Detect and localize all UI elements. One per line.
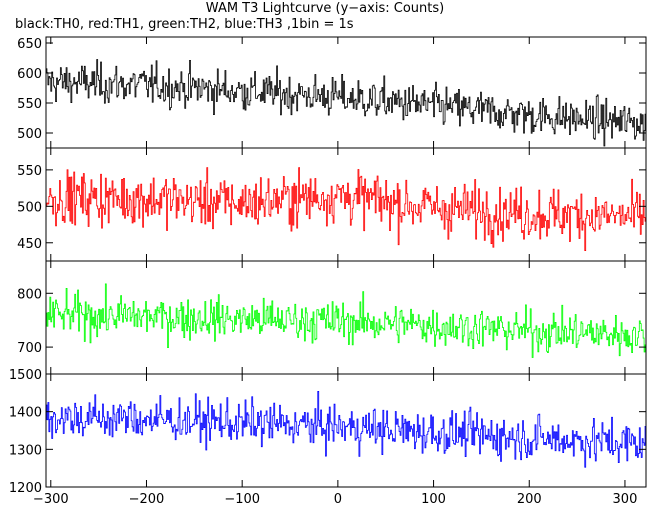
y-tick-label: 450	[17, 237, 42, 252]
x-tick-label: 0	[334, 492, 342, 505]
series-line-th1	[46, 167, 646, 251]
x-tick-label: −100	[224, 492, 260, 505]
x-tick-label: 300	[613, 492, 638, 505]
y-tick-label: 1500	[9, 368, 42, 383]
y-tick-label: 600	[17, 67, 42, 82]
y-tick-label: 650	[17, 37, 42, 52]
chart-subtitle: black:TH0, red:TH1, green:TH2, blue:TH3 …	[15, 17, 354, 32]
x-tick-label: −200	[129, 492, 165, 505]
y-tick-label: 550	[17, 164, 42, 179]
chart-title: WAM T3 Lightcurve (y−axis: Counts)	[205, 1, 445, 16]
y-tick-label: 800	[17, 287, 42, 302]
y-tick-label: 500	[17, 127, 42, 142]
x-tick-label: 200	[517, 492, 542, 505]
panel-frame-th3	[45, 373, 647, 488]
x-tick-label: 100	[421, 492, 446, 505]
y-tick-label: 1300	[9, 443, 42, 458]
series-line-th2	[46, 283, 646, 358]
y-tick-label: 700	[17, 341, 42, 356]
y-tick-label: 1200	[9, 481, 42, 496]
y-tick-label: 550	[17, 97, 42, 112]
series-line-th3	[46, 391, 646, 468]
y-tick-label: 500	[17, 200, 42, 215]
x-tick-label: −300	[33, 492, 69, 505]
y-tick-label: 1400	[9, 406, 42, 421]
series-line-th0	[46, 59, 646, 147]
panel-frame-th2	[45, 260, 647, 375]
